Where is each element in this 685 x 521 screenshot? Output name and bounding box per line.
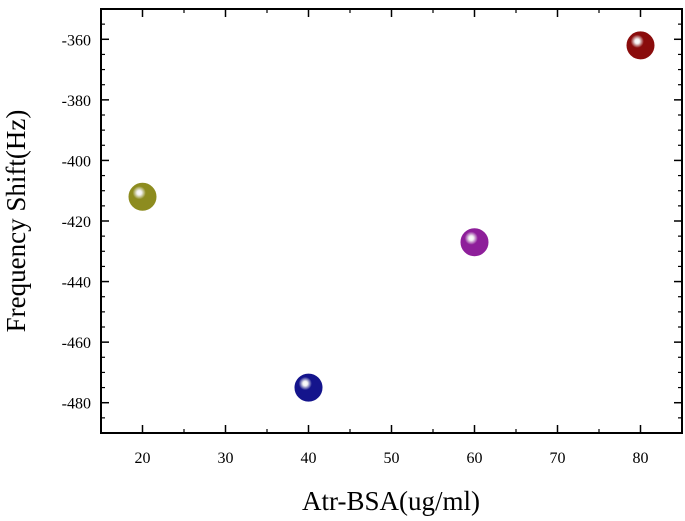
data-point-marker	[128, 182, 157, 211]
y-tick-label: -440	[62, 275, 91, 292]
x-tick-labels: 20 30 40 50 60 70 80	[135, 450, 649, 467]
y-tick-label: -400	[62, 153, 91, 170]
x-tick-label: 50	[384, 450, 400, 467]
x-tick-label: 60	[467, 450, 483, 467]
data-point-marker	[626, 31, 655, 60]
minor-ticks	[100, 8, 683, 434]
x-tick-label: 30	[218, 450, 234, 467]
y-tick-label: -360	[62, 32, 91, 49]
x-tick-label: 20	[135, 450, 151, 467]
x-tick-label: 70	[550, 450, 566, 467]
plot-frame	[100, 8, 683, 434]
major-ticks	[101, 9, 682, 433]
x-axis-title: Atr-BSA(ug/ml)	[302, 486, 480, 516]
y-tick-label: -460	[62, 335, 91, 352]
y-tick-label: -480	[62, 396, 91, 413]
data-point-marker	[294, 373, 323, 402]
y-tick-label: -380	[62, 93, 91, 110]
x-tick-label: 40	[301, 450, 317, 467]
y-axis-title: Frequency Shift(Hz)	[1, 110, 31, 333]
data-point-marker	[460, 228, 489, 257]
x-tick-label: 80	[633, 450, 649, 467]
y-tick-label: -420	[62, 214, 91, 231]
data-points	[128, 31, 655, 402]
y-tick-labels: -360 -380 -400 -420 -440 -460 -480	[62, 32, 91, 412]
